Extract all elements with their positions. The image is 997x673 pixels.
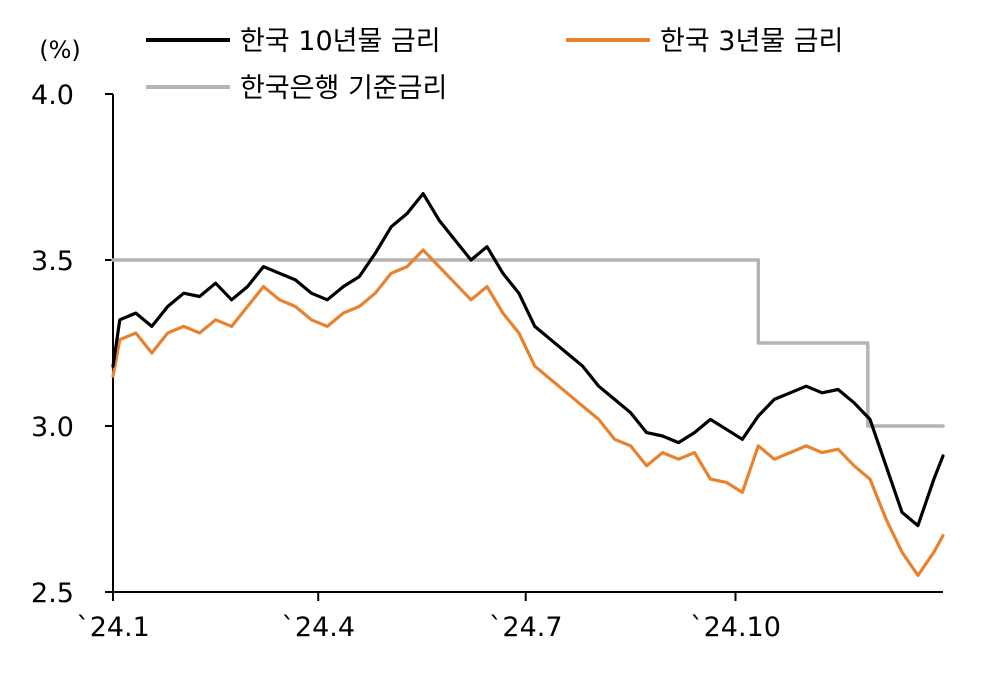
line-series-1 (111, 248, 945, 577)
y-tick-label: 3.5 (31, 246, 74, 277)
series-lines (111, 192, 945, 577)
x-tick-label: `24.1 (76, 612, 150, 643)
x-axis-ticks: `24.1 `24.4 `24.7 `24.10 (76, 592, 781, 643)
y-axis-unit: (%) (39, 36, 81, 64)
x-tick-label: `24.4 (281, 612, 355, 643)
x-tick-label: `24.7 (489, 612, 563, 643)
legend-label-series-1: 한국 3년물 금리 (660, 26, 843, 57)
x-tick-label: `24.10 (690, 612, 781, 643)
legend-label-series-2: 한국은행 기준금리 (240, 73, 447, 104)
y-tick-label: 4.0 (31, 80, 74, 111)
y-tick-label: 2.5 (31, 578, 74, 609)
line-series-2 (111, 258, 945, 428)
y-tick-label: 3.0 (31, 412, 74, 443)
line-series-0 (111, 192, 945, 528)
legend-label-series-0: 한국 10년물 금리 (240, 26, 441, 57)
y-axis-ticks: 4.0 3.5 3.0 2.5 (31, 80, 113, 609)
